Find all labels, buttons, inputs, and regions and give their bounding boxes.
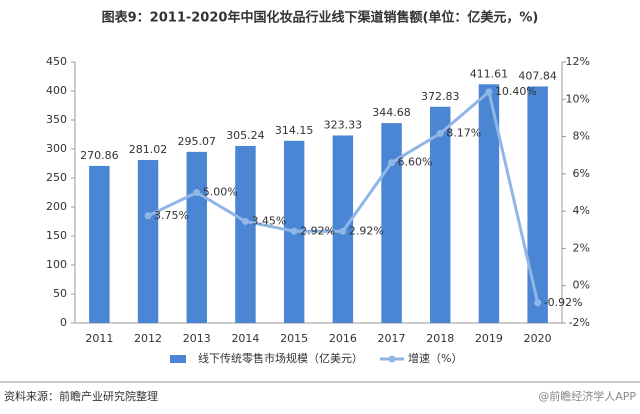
x-tick-label: 2011 — [85, 332, 113, 345]
bar — [89, 165, 110, 323]
legend-label: 线下传统零售市场规模（亿美元） — [198, 351, 363, 365]
x-tick-label: 2017 — [378, 332, 406, 345]
y2-tick-label: 8% — [573, 130, 590, 143]
bar-label: 407.84 — [518, 69, 557, 82]
bar — [235, 145, 256, 323]
legend-swatch — [388, 355, 396, 363]
bar-label: 372.83 — [421, 90, 460, 103]
line-marker — [193, 189, 201, 196]
y2-tick-label: 6% — [573, 167, 590, 180]
line-marker — [388, 159, 396, 167]
bar — [527, 86, 548, 324]
x-tick-label: 2014 — [231, 332, 259, 345]
bar-label: 281.02 — [129, 143, 168, 156]
line-marker — [290, 227, 298, 235]
bar — [137, 160, 159, 323]
x-tick-label: 2016 — [329, 332, 357, 345]
bar — [186, 151, 207, 323]
line-marker — [241, 217, 249, 225]
x-tick-label: 2020 — [524, 332, 552, 345]
y-tick-label: 450 — [46, 55, 67, 68]
y-tick-label: 100 — [46, 258, 67, 271]
y-tick-label: 50 — [53, 287, 67, 300]
bar-label: 344.68 — [372, 106, 411, 119]
line-label: 2.92% — [300, 224, 335, 237]
line-label: 3.75% — [154, 209, 189, 222]
line-marker — [534, 299, 542, 307]
chart-title: 图表9：2011-2020年中国化妆品行业线下渠道销售额(单位：亿美元，%) — [102, 10, 539, 26]
y-tick-label: 250 — [46, 171, 67, 184]
bar-label: 270.86 — [80, 149, 119, 162]
line-marker — [339, 227, 347, 235]
line-label: 2.92% — [349, 224, 384, 237]
y2-tick-label: 2% — [573, 241, 590, 254]
legend-label: 增速（%） — [408, 351, 462, 365]
line-marker — [144, 212, 152, 220]
bar-label: 411.61 — [470, 67, 509, 80]
x-tick-label: 2013 — [183, 332, 211, 345]
line-label: 10.40% — [495, 85, 537, 98]
legend-swatch — [170, 355, 186, 363]
y2-tick-label: 4% — [573, 204, 590, 217]
y2-tick-label: 10% — [566, 92, 590, 105]
footer-right: @前瞻经济学人APP — [538, 389, 636, 403]
y-tick-label: 150 — [46, 229, 67, 242]
line-label: 6.60% — [398, 156, 433, 169]
y2-tick-label: 0% — [573, 279, 590, 292]
y2-tick-label: 12% — [566, 55, 590, 68]
bar — [478, 84, 500, 323]
y-tick-label: 200 — [46, 200, 67, 213]
bar-label: 305.24 — [226, 129, 265, 142]
x-tick-label: 2018 — [426, 332, 454, 345]
bar — [381, 123, 402, 323]
y2-tick-label: -2% — [569, 316, 590, 329]
bar-label: 295.07 — [178, 135, 217, 148]
line-marker — [436, 129, 444, 137]
line-label: 5.00% — [203, 186, 238, 199]
y-tick-label: 300 — [46, 142, 67, 155]
line-label: 8.17% — [446, 126, 481, 139]
source: 资料来源：前瞻产业研究院整理 — [4, 389, 158, 403]
line-marker — [485, 88, 493, 96]
line-label: 3.45% — [251, 214, 286, 227]
bar-label: 323.33 — [324, 118, 363, 131]
x-tick-label: 2012 — [134, 332, 162, 345]
y-tick-label: 400 — [46, 84, 67, 97]
line-label: -0.92% — [544, 296, 583, 309]
x-tick-label: 2019 — [475, 332, 503, 345]
y-tick-label: 350 — [46, 113, 67, 126]
y-tick-label: 0 — [60, 316, 67, 329]
bar-label: 314.15 — [275, 124, 314, 137]
x-tick-label: 2015 — [280, 332, 308, 345]
bar — [430, 106, 451, 323]
